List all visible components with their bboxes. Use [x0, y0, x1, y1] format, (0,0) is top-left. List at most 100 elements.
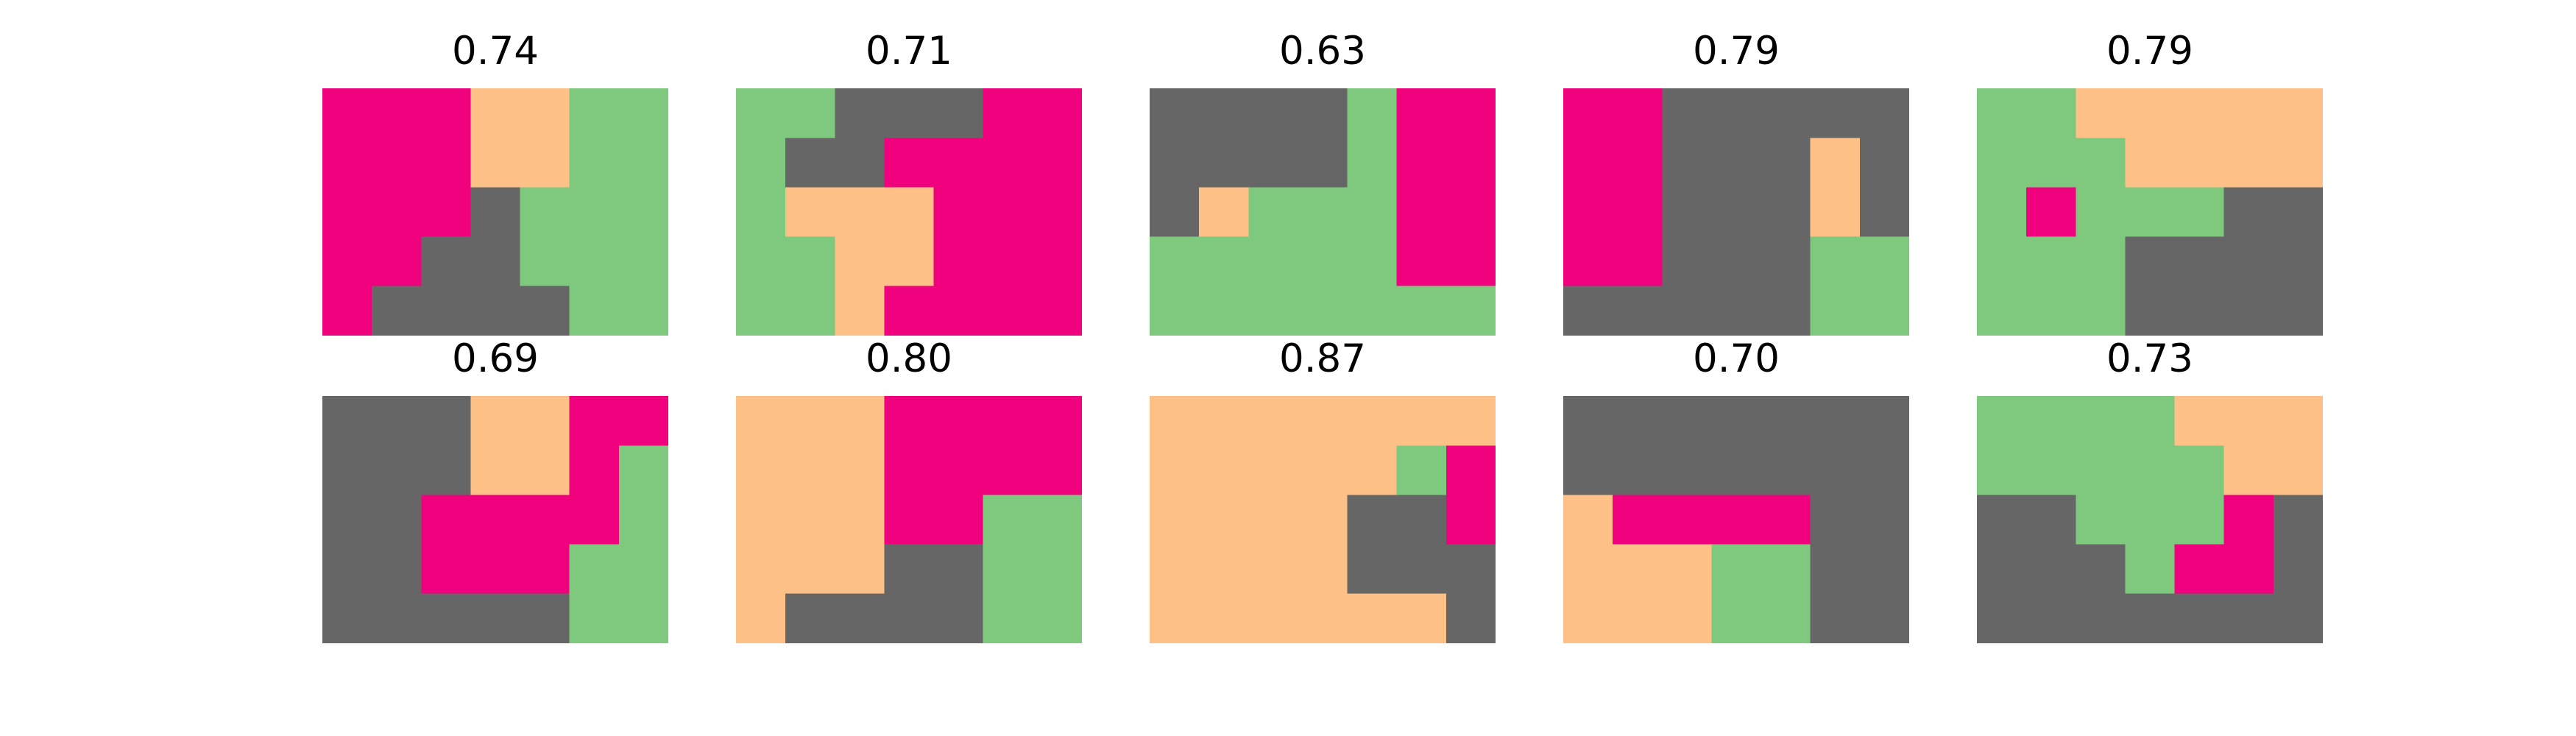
heatmap-cell: [1563, 88, 1613, 138]
heatmap-cell: [322, 445, 372, 495]
heatmap-cell: [1150, 187, 1200, 238]
heatmap-cell: [1298, 286, 1348, 336]
heatmap-cell: [1446, 593, 1496, 643]
heatmap-cell: [2125, 396, 2176, 446]
heatmap-cell: [2026, 396, 2076, 446]
heatmap-cell: [1761, 593, 1811, 643]
heatmap-cell: [736, 445, 786, 495]
heatmap-cell: [1711, 495, 1762, 545]
heatmap-cell: [1711, 138, 1762, 188]
heatmap-cell: [2174, 286, 2225, 336]
heatmap-cell: [421, 445, 471, 495]
heatmap-cell: [372, 88, 422, 138]
heatmap-cell: [1977, 445, 2027, 495]
heatmap-cell: [1032, 495, 1082, 545]
heatmap-cell: [322, 544, 372, 595]
heatmap-cell: [1298, 138, 1348, 188]
heatmap-cell: [983, 88, 1033, 138]
heatmap-cell: [1396, 544, 1447, 595]
heatmap-cell: [569, 445, 620, 495]
heatmap-cell: [569, 396, 620, 446]
heatmap-cell: [322, 495, 372, 545]
heatmap-cell: [470, 544, 521, 595]
heatmap-cell: [2273, 544, 2323, 595]
heatmap-cell: [421, 187, 471, 238]
heatmap-cell: [933, 187, 984, 238]
heatmap-cell: [1977, 286, 2027, 336]
heatmap-cell: [1662, 88, 1712, 138]
heatmap-cell: [1662, 593, 1712, 643]
heatmap-cell: [1613, 236, 1663, 287]
heatmap-cell: [1977, 187, 2027, 238]
heatmap-cell: [983, 445, 1033, 495]
heatmap-cell: [736, 593, 786, 643]
panel-2: 0.71: [736, 29, 1082, 336]
heatmap-cell: [1563, 236, 1613, 287]
panel-title: 0.73: [2106, 336, 2193, 381]
heatmap-cell: [785, 187, 835, 238]
heatmap-cell: [1563, 495, 1613, 545]
heatmap-cell: [1032, 138, 1082, 188]
heatmap-cell: [1032, 396, 1082, 446]
heatmap-cell: [2223, 236, 2274, 287]
heatmap-cell: [1662, 236, 1712, 287]
heatmap-cell: [2174, 544, 2225, 595]
heatmap-cell: [1761, 495, 1811, 545]
heatmap-cell: [1613, 593, 1663, 643]
heatmap-cell: [2125, 236, 2176, 287]
heatmap-grid: [1563, 396, 1909, 643]
heatmap-cell: [520, 396, 570, 446]
heatmap-cell: [322, 286, 372, 336]
heatmap-cell: [1662, 396, 1712, 446]
heatmap-cell: [1298, 544, 1348, 595]
heatmap-cell: [1859, 544, 1909, 595]
heatmap-cell: [1199, 187, 1249, 238]
heatmap-cell: [618, 495, 668, 545]
heatmap-cell: [1662, 445, 1712, 495]
heatmap-cell: [736, 236, 786, 287]
heatmap-cell: [1977, 88, 2027, 138]
heatmap-cell: [569, 544, 620, 595]
heatmap-cell: [1248, 396, 1298, 446]
heatmap-cell: [835, 88, 885, 138]
heatmap-cell: [2026, 88, 2076, 138]
heatmap-cell: [1761, 187, 1811, 238]
heatmap-cell: [569, 88, 620, 138]
heatmap-cell: [2273, 236, 2323, 287]
panel-9: 0.70: [1563, 337, 1909, 643]
heatmap-cell: [1446, 286, 1496, 336]
heatmap-cell: [2125, 88, 2176, 138]
heatmap-cell: [1563, 187, 1613, 238]
heatmap-cell: [322, 88, 372, 138]
heatmap-cell: [1199, 236, 1249, 287]
heatmap-cell: [421, 286, 471, 336]
heatmap-cell: [983, 187, 1033, 238]
panel-4: 0.79: [1563, 29, 1909, 336]
panel-title: 0.79: [1692, 29, 1780, 74]
panel-title: 0.63: [1278, 29, 1366, 74]
heatmap-cell: [618, 396, 668, 446]
heatmap-cell: [736, 187, 786, 238]
heatmap-cell: [1810, 445, 1861, 495]
heatmap-cell: [2174, 445, 2225, 495]
heatmap-cell: [1662, 187, 1712, 238]
heatmap-cell: [1446, 445, 1496, 495]
heatmap-cell: [1199, 88, 1249, 138]
heatmap-cell: [1613, 544, 1663, 595]
panel-7: 0.80: [736, 337, 1082, 643]
heatmap-cell: [1711, 236, 1762, 287]
heatmap-cell: [1347, 138, 1398, 188]
heatmap-cell: [1446, 88, 1496, 138]
heatmap-cell: [569, 187, 620, 238]
heatmap-cell: [1761, 544, 1811, 595]
heatmap-cell: [1859, 138, 1909, 188]
heatmap-cell: [2076, 138, 2126, 188]
heatmap-grid: [736, 88, 1082, 336]
heatmap-cell: [785, 396, 835, 446]
heatmap-cell: [1396, 593, 1447, 643]
heatmap-cell: [1298, 187, 1348, 238]
heatmap-cell: [322, 236, 372, 287]
heatmap-cell: [933, 396, 984, 446]
heatmap-cell: [1613, 88, 1663, 138]
heatmap-cell: [2125, 187, 2176, 238]
